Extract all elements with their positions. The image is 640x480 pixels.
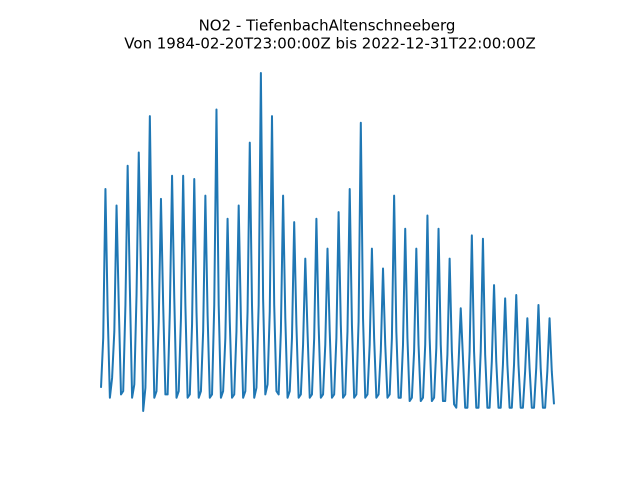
data-line — [100, 72, 555, 412]
chart-subtitle: Von 1984-02-20T23:00:00Z bis 2022-12-31T… — [124, 35, 536, 53]
chart-title: NO2 - TiefenbachAltenschneeberg — [199, 17, 456, 35]
